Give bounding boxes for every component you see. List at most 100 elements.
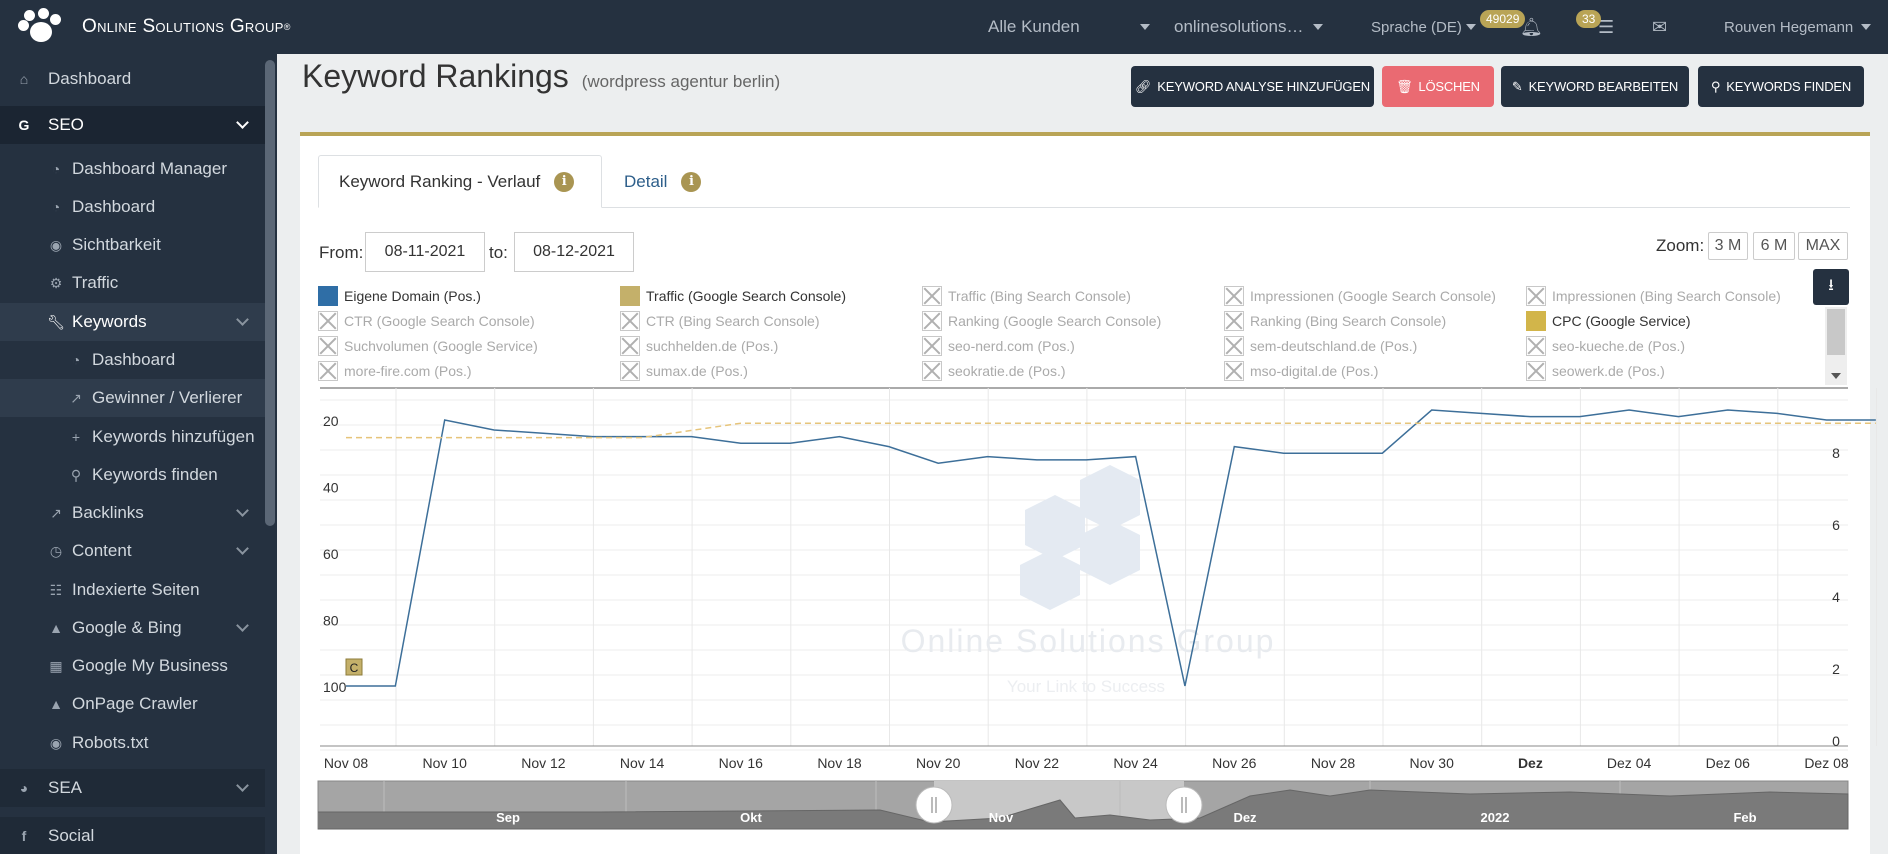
sidebar-item-label: Dashboard <box>72 197 156 216</box>
messages-button[interactable]: ✉ <box>1652 0 1667 54</box>
notifications-bell[interactable]: 🔔︎ <box>1520 0 1543 54</box>
sidebar-item-gewinner-verlierer[interactable]: ↗ Gewinner / Verlierer <box>0 379 265 417</box>
download-button[interactable]: ⭳ <box>1813 269 1849 305</box>
sidebar-item-label: OnPage Crawler <box>72 694 198 713</box>
info-icon[interactable]: i <box>681 171 702 192</box>
notifications-badge: 49029 <box>1480 10 1526 28</box>
user-menu[interactable]: Rouven Hegemann <box>1724 0 1872 54</box>
delete-button[interactable]: 🗑︎ LÖSCHEN <box>1382 66 1494 107</box>
area-chart-icon: ▲ <box>49 620 63 636</box>
pie-chart-icon: ◕ <box>19 780 29 796</box>
legend-item[interactable]: suchhelden.de (Pos.) <box>620 336 778 356</box>
legend-item[interactable]: Ranking (Bing Search Console) <box>1224 311 1446 331</box>
customer-select-value: Alle Kunden <box>988 17 1080 36</box>
y-left-tick-label: 100 <box>323 679 347 695</box>
legend-item[interactable]: seowerk.de (Pos.) <box>1526 361 1665 381</box>
legend-item[interactable]: sem-deutschland.de (Pos.) <box>1224 336 1417 356</box>
legend-item[interactable]: sumax.de (Pos.) <box>620 361 748 381</box>
customer-select[interactable]: Alle Kunden <box>988 0 1150 54</box>
sidebar-item-social[interactable]: f Social <box>0 817 265 854</box>
legend-label: mso-digital.de (Pos.) <box>1250 363 1379 379</box>
envelope-icon: ✉ <box>1652 16 1668 37</box>
sidebar-item-keywords-dashboard[interactable]: ◔ Dashboard <box>0 341 265 379</box>
info-icon[interactable]: i <box>554 171 575 192</box>
home-icon: ⌂ <box>19 71 29 87</box>
legend-item[interactable]: seokratie.de (Pos.) <box>922 361 1066 381</box>
legend-scroll-thumb[interactable] <box>1827 309 1845 355</box>
legend-scrollbar[interactable] <box>1825 307 1847 385</box>
google-icon: G <box>18 117 30 133</box>
find-keywords-button[interactable]: ⚲ KEYWORDS FINDEN <box>1698 66 1864 107</box>
search-icon: ⚲ <box>1710 78 1721 94</box>
legend-item[interactable]: Impressionen (Bing Search Console) <box>1526 286 1781 306</box>
trash-icon: 🗑︎ <box>1396 78 1413 94</box>
sidebar-item-sichtbarkeit[interactable]: ◉ Sichtbarkeit <box>0 226 265 264</box>
legend-item[interactable]: Traffic (Google Search Console) <box>620 286 846 306</box>
tab-keyword-ranking-verlauf[interactable]: Keyword Ranking - Verlauf i <box>318 155 602 208</box>
legend-item[interactable]: Traffic (Bing Search Console) <box>922 286 1131 306</box>
legend-item[interactable]: Ranking (Google Search Console) <box>922 311 1161 331</box>
legend-item[interactable]: Eigene Domain (Pos.) <box>318 286 481 306</box>
legend-item[interactable]: more-fire.com (Pos.) <box>318 361 472 381</box>
sidebar-item-dashboard-manager[interactable]: ◔ Dashboard Manager <box>0 150 265 188</box>
domain-select[interactable]: onlinesolutions… <box>1174 0 1324 54</box>
sidebar-item-indexierte-seiten[interactable]: ☷ Indexierte Seiten <box>0 571 265 609</box>
legend-item[interactable]: seo-nerd.com (Pos.) <box>922 336 1075 356</box>
from-date-input[interactable]: 08-11-2021 <box>365 232 485 272</box>
sidebar-item-keywords-add[interactable]: + Keywords hinzufügen <box>0 418 265 456</box>
legend-item[interactable]: Suchvolumen (Google Service) <box>318 336 538 356</box>
sidebar-item-label: Google & Bing <box>72 618 182 637</box>
sidebar-item-google-bing[interactable]: ▲ Google & Bing <box>0 609 265 647</box>
y-left-tick-label: 40 <box>323 480 339 496</box>
tab-detail[interactable]: Detail i <box>624 155 734 208</box>
zoom-3m-button[interactable]: 3 M <box>1708 232 1748 260</box>
legend-item[interactable]: mso-digital.de (Pos.) <box>1224 361 1379 381</box>
legend-item[interactable]: Impressionen (Google Search Console) <box>1224 286 1496 306</box>
sidebar-item-seo[interactable]: G SEO <box>0 106 265 144</box>
zoom-6m-button[interactable]: 6 M <box>1753 232 1795 260</box>
legend-item[interactable]: CTR (Bing Search Console) <box>620 311 820 331</box>
legend-item[interactable]: CTR (Google Search Console) <box>318 311 535 331</box>
sidebar-item-traffic[interactable]: ⚙ Traffic <box>0 264 265 302</box>
range-navigator[interactable]: Sep Okt Nov Dez 2022 Feb <box>317 780 1849 830</box>
sidebar-item-label: Keywords hinzufügen <box>92 427 255 446</box>
sidebar-item-seo-dashboard[interactable]: ◔ Dashboard <box>0 188 265 226</box>
top-navbar: Online Solutions Group ® Alle Kunden onli… <box>0 0 1888 54</box>
legend-item[interactable]: seo-kueche.de (Pos.) <box>1526 336 1686 356</box>
zoom-max-button[interactable]: MAX <box>1798 232 1848 260</box>
external-link-icon: ↗ <box>50 504 62 521</box>
y-right-tick-label: 0 <box>1832 733 1840 749</box>
legend-hidden-icon <box>922 311 942 331</box>
sidebar-item-content[interactable]: ◷ Content <box>0 532 265 570</box>
to-date-input[interactable]: 08-12-2021 <box>514 232 634 272</box>
legend-label: Traffic (Bing Search Console) <box>948 288 1131 304</box>
scroll-down-icon[interactable] <box>1831 373 1841 379</box>
sidebar-item-dashboard[interactable]: ⌂ Dashboard <box>0 60 265 98</box>
legend-item[interactable]: CPC (Google Service) <box>1526 311 1691 331</box>
sidebar-item-label: Backlinks <box>72 503 144 522</box>
sidebar-item-onpage-crawler[interactable]: ▲ OnPage Crawler <box>0 685 265 723</box>
tab-label: Keyword Ranking - Verlauf <box>339 171 541 191</box>
chart-watermark: Online Solutions Group Your Link to Succ… <box>901 465 1273 696</box>
x-tick-label: Dez 08 <box>1804 755 1849 771</box>
sidebar-item-keywords-find[interactable]: ⚲ Keywords finden <box>0 456 265 494</box>
legend-label: sumax.de (Pos.) <box>646 363 748 379</box>
navigator-label: Nov <box>989 810 1014 825</box>
tasks-button[interactable]: ☰ <box>1598 0 1614 54</box>
sidebar-item-sea[interactable]: ◕ SEA <box>0 769 265 807</box>
legend-label: Impressionen (Bing Search Console) <box>1552 288 1781 304</box>
language-select[interactable]: Sprache (DE) <box>1371 0 1476 54</box>
sidebar-item-google-my-business[interactable]: ▦ Google My Business <box>0 647 265 685</box>
sidebar-item-robots-txt[interactable]: ◉ Robots.txt <box>0 724 265 762</box>
sidebar-item-backlinks[interactable]: ↗ Backlinks <box>0 494 265 532</box>
sidebar-scrollbar[interactable] <box>265 60 275 526</box>
brand-logo[interactable]: Online Solutions Group ® <box>16 8 290 46</box>
edit-keyword-button[interactable]: ✎ KEYWORD BEARBEITEN <box>1501 66 1689 107</box>
legend-hidden-icon <box>922 336 942 356</box>
add-keyword-analysis-button[interactable]: 🔗︎ KEYWORD ANALYSE HINZUFÜGEN <box>1131 66 1374 107</box>
tachometer-icon: ◔ <box>51 199 61 215</box>
legend-hidden-icon <box>1224 311 1244 331</box>
legend-label: Suchvolumen (Google Service) <box>344 338 538 354</box>
sidebar-item-keywords[interactable]: 🔧︎ Keywords <box>0 303 265 341</box>
legend-label: seo-kueche.de (Pos.) <box>1552 338 1686 354</box>
